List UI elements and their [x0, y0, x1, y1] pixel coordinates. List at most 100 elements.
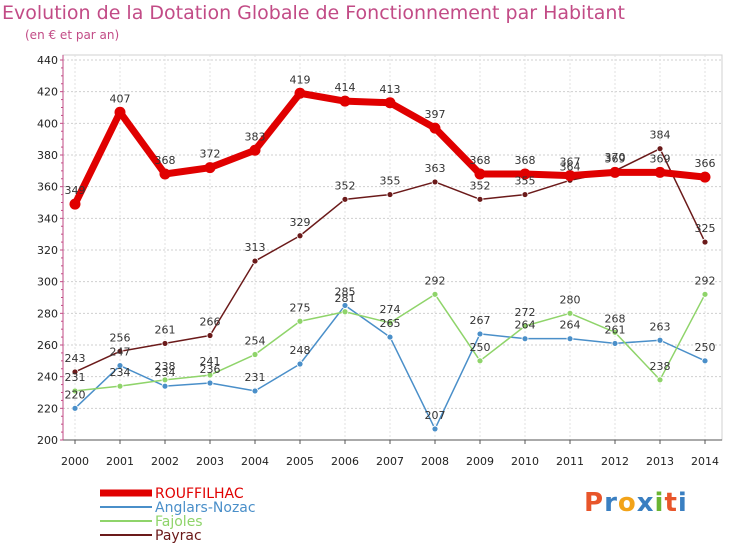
data-label: 355	[515, 175, 536, 188]
data-label: 325	[695, 222, 716, 235]
data-point	[566, 309, 574, 317]
data-label: 250	[695, 341, 716, 354]
data-point	[701, 238, 709, 246]
x-tick-label: 2013	[646, 455, 674, 468]
data-point	[296, 317, 304, 325]
data-point	[339, 95, 351, 107]
data-point	[116, 347, 124, 355]
data-label: 254	[245, 335, 266, 348]
data-label: 419	[290, 73, 311, 86]
data-label: 250	[470, 341, 491, 354]
data-label: 272	[515, 306, 536, 319]
data-label: 280	[560, 293, 581, 306]
data-label: 349	[65, 184, 86, 197]
data-label: 329	[290, 216, 311, 229]
data-label: 372	[200, 148, 221, 161]
legend-label: Fajoles	[155, 514, 203, 530]
proxiti-logo: Proxiti	[584, 488, 688, 518]
y-tick-label: 240	[37, 371, 58, 384]
data-point	[161, 340, 169, 347]
data-point	[521, 335, 529, 343]
y-tick-label: 280	[37, 307, 58, 320]
data-point	[69, 198, 81, 210]
data-point	[609, 166, 621, 178]
x-tick-label: 2014	[691, 455, 719, 468]
x-tick-label: 2005	[286, 455, 314, 468]
x-tick-label: 2002	[151, 455, 179, 468]
data-label: 364	[560, 160, 581, 173]
data-label: 413	[380, 83, 401, 96]
data-label: 397	[425, 108, 446, 121]
chart-subtitle: (en € et par an)	[25, 28, 120, 42]
x-tick-label: 2000	[61, 455, 89, 468]
data-label: 261	[605, 323, 626, 336]
data-label: 241	[200, 355, 221, 368]
data-label: 368	[470, 154, 491, 167]
data-point	[114, 106, 126, 118]
data-label: 220	[65, 388, 86, 401]
y-tick-label: 420	[37, 86, 58, 99]
data-point	[564, 170, 576, 182]
data-label: 264	[560, 319, 581, 332]
data-point	[701, 290, 709, 298]
data-point	[294, 87, 306, 99]
data-point	[71, 368, 79, 376]
logo-letter: i	[677, 488, 688, 518]
x-tick-label: 2004	[241, 455, 269, 468]
data-label: 207	[425, 409, 446, 422]
data-label: 266	[200, 316, 221, 329]
x-tick-label: 2010	[511, 455, 539, 468]
data-label: 368	[155, 154, 176, 167]
data-label: 370	[605, 151, 626, 164]
data-label: 363	[425, 162, 446, 175]
x-tick-label: 2009	[466, 455, 494, 468]
data-label: 238	[650, 360, 671, 373]
data-point	[476, 357, 484, 365]
data-point	[206, 371, 214, 379]
data-label: 407	[110, 92, 131, 105]
data-label: 263	[650, 320, 671, 333]
data-point	[431, 425, 439, 433]
data-label: 368	[515, 154, 536, 167]
x-tick-label: 2003	[196, 455, 224, 468]
data-point	[161, 382, 169, 390]
y-tick-label: 360	[37, 181, 58, 194]
data-label: 384	[650, 129, 671, 142]
data-label: 352	[470, 179, 491, 192]
y-tick-label: 320	[37, 244, 58, 257]
data-label: 366	[695, 157, 716, 170]
data-point	[699, 171, 711, 183]
data-point	[521, 322, 529, 330]
y-tick-label: 200	[37, 434, 58, 447]
data-label: 256	[110, 331, 131, 344]
chart-title: Evolution de la Dotation Globale de Fonc…	[2, 2, 625, 24]
x-tick-label: 2008	[421, 455, 449, 468]
data-point	[251, 387, 259, 395]
data-label: 247	[110, 346, 131, 359]
data-point	[656, 145, 664, 153]
data-point	[341, 195, 349, 203]
data-label: 234	[155, 366, 176, 379]
data-point	[251, 257, 259, 265]
logo-letter: P	[584, 488, 605, 518]
data-point	[206, 379, 214, 387]
data-point	[656, 336, 664, 344]
logo-letter: x	[636, 488, 655, 518]
data-label: 383	[245, 130, 266, 143]
data-point	[429, 122, 441, 134]
data-point	[431, 290, 439, 298]
data-label: 264	[515, 319, 536, 332]
data-point	[161, 376, 169, 384]
data-label: 265	[380, 317, 401, 330]
data-label: 261	[155, 323, 176, 336]
data-point	[296, 232, 304, 240]
data-label: 234	[110, 366, 131, 379]
data-label: 243	[65, 352, 86, 365]
data-point	[296, 360, 304, 368]
data-point	[204, 162, 216, 174]
data-point	[656, 376, 664, 384]
data-label: 352	[335, 179, 356, 192]
data-label: 281	[335, 292, 356, 305]
